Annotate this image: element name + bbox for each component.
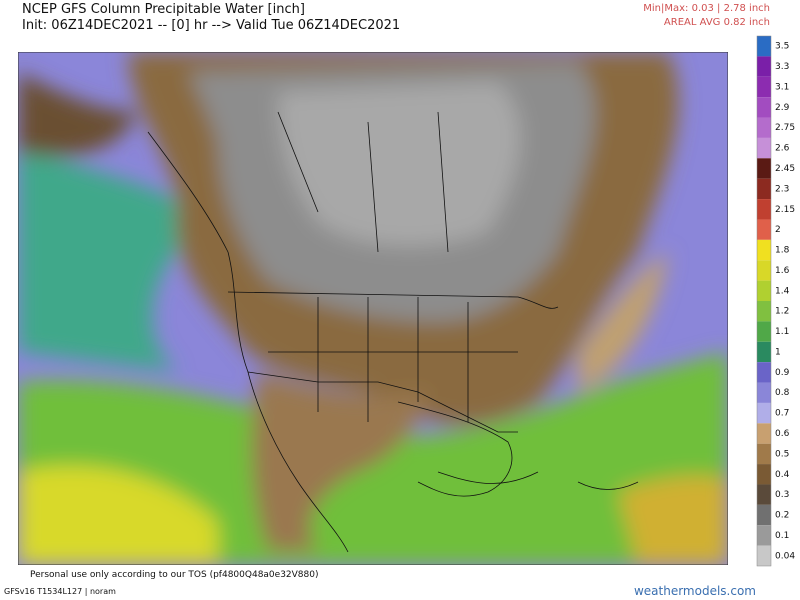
colorbar-bin (757, 545, 771, 566)
colorbar-bin (757, 525, 771, 546)
areal-average: AREAL AVG 0.82 inch (663, 17, 770, 28)
model-info: GFSv16 T1534L127 | noram (4, 587, 116, 596)
colorbar-label: 0.6 (775, 429, 790, 439)
colorbar-label: 0.8 (775, 388, 790, 398)
colorbar-bin (757, 56, 771, 77)
colorbar-label: 0.7 (775, 409, 789, 419)
colorbar-label: 0.5 (775, 449, 789, 459)
colorbar: 3.5 3.3 3.1 2.9 2.75 2.6 2.45 2.3 2.15 2 1.8 1.6 1.4… (756, 35, 795, 567)
colorbar-bin (757, 362, 771, 383)
colorbar-label: 1.2 (775, 307, 789, 317)
colorbar-bin (757, 199, 771, 220)
map-title: NCEP GFS Column Precipitable Water [inch… (22, 2, 305, 17)
moisture-field (18, 52, 728, 565)
colorbar-frame (756, 35, 772, 567)
colorbar-bin (757, 464, 771, 485)
colorbar-bin (757, 280, 771, 301)
colorbar-label: 0.4 (775, 470, 790, 480)
terms-note: Personal use only according to our TOS (… (30, 570, 319, 580)
colorbar-bin (757, 504, 771, 526)
colorbar-bin (757, 321, 771, 342)
colorbar-label: 2.15 (775, 205, 795, 215)
colorbar-bin (757, 341, 771, 363)
colorbar-label: 2 (775, 225, 781, 235)
colorbar-label: 3.3 (775, 62, 789, 72)
borders (147, 111, 639, 553)
colorbar-bin (757, 443, 771, 465)
colorbar-label: 0.9 (775, 368, 790, 378)
colorbar-label: 3.1 (775, 82, 789, 92)
colorbar-label: 2.3 (775, 184, 789, 194)
colorbar-bin (757, 137, 771, 159)
colorbar-bin (757, 158, 771, 179)
site-link[interactable]: weathermodels.com (633, 584, 756, 598)
colorbar-bin (757, 301, 771, 322)
colorbar-bin (757, 117, 771, 138)
colorbar-label: 2.9 (775, 103, 790, 113)
colorbar-label: 1.1 (775, 327, 789, 337)
colorbar-bin (757, 239, 771, 261)
colorbar-bin (757, 382, 771, 403)
colorbar-bin (757, 178, 771, 200)
colorbar-bin (757, 484, 771, 505)
min-max: Min|Max: 0.03 | 2.78 inch (643, 3, 770, 14)
colorbar-label: 0.04 (775, 551, 795, 561)
colorbar-label: 2.6 (775, 144, 790, 154)
map-init-time: Init: 06Z14DEC2021 -- [0] hr --> Valid T… (22, 18, 401, 33)
colorbar-label: 3.5 (775, 42, 789, 52)
colorbar-label: 0.3 (775, 490, 789, 500)
colorbar-bin (757, 97, 771, 118)
colorbar-label: 2.45 (775, 164, 795, 174)
colorbar-label: 0.1 (775, 531, 789, 541)
colorbar-label: 1.4 (775, 286, 790, 296)
colorbar-label: 1.6 (775, 266, 790, 276)
map (18, 52, 728, 565)
colorbar-label: 1.8 (775, 246, 790, 256)
colorbar-bin (757, 260, 771, 281)
colorbar-bin (757, 402, 771, 424)
colorbar-bin (757, 76, 771, 98)
colorbar-bin (757, 423, 771, 444)
colorbar-bin (757, 36, 771, 57)
colorbar-label: 0.2 (775, 511, 789, 521)
colorbar-label: 2.75 (775, 123, 795, 133)
colorbar-label: 1 (775, 347, 781, 357)
colorbar-bin (757, 219, 771, 240)
